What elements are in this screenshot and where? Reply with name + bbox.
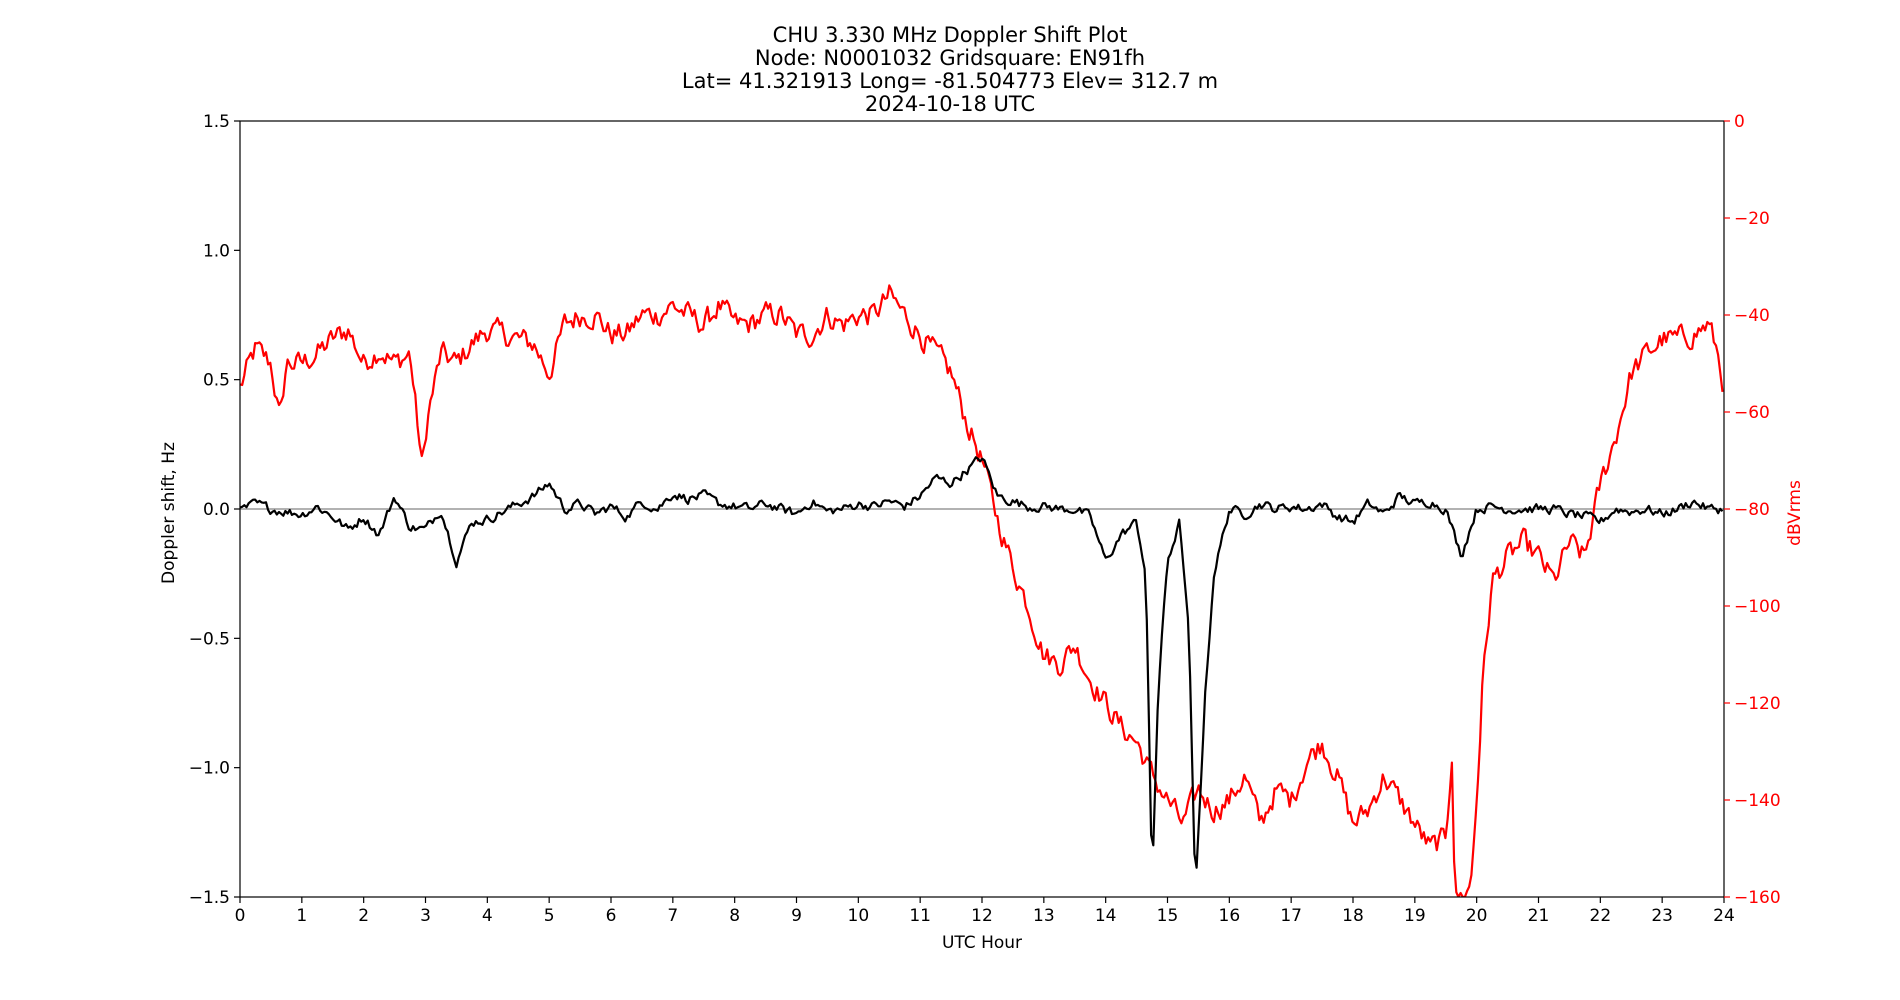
y-right-tick-label: −100 <box>1734 597 1781 617</box>
chart-title-line-3: Lat= 41.321913 Long= -81.504773 Elev= 31… <box>682 69 1218 93</box>
signal-power-series-line <box>240 284 1724 897</box>
axes: 0 1 2 3 4 5 6 7 8 9 10 11 12 13 14 15 16 17 18 19 20 21 22 23 24… <box>189 112 1781 926</box>
y-left-tick-label: −1.5 <box>189 888 230 908</box>
chart-title-line-2: Node: N0001032 Gridsquare: EN91fh <box>755 46 1145 70</box>
x-tick-label: 7 <box>667 906 678 926</box>
x-tick-label: 24 <box>1713 906 1735 926</box>
chart-title: CHU 3.330 MHz Doppler Shift Plot Node: N… <box>682 23 1218 116</box>
x-axis-label: UTC Hour <box>942 933 1022 953</box>
x-tick-label: 18 <box>1342 906 1364 926</box>
x-tick-label: 3 <box>420 906 431 926</box>
x-tick-label: 13 <box>1033 906 1055 926</box>
x-tick-label: 8 <box>729 906 740 926</box>
plot-area <box>240 284 1724 897</box>
y-right-tick-label: −80 <box>1734 500 1770 520</box>
y-right-tick-label: −60 <box>1734 403 1770 423</box>
x-tick-label: 22 <box>1590 906 1612 926</box>
y-left-tick-label: −1.0 <box>189 759 230 779</box>
y-left-tick-label: 1.5 <box>203 112 230 132</box>
chart-title-line-4: 2024-10-18 UTC <box>865 92 1035 116</box>
y-axis-right-label: dBVrms <box>1785 480 1805 546</box>
x-tick-label: 14 <box>1095 906 1117 926</box>
y-left-tick-label: −0.5 <box>189 629 230 649</box>
y-left-tick-label: 0.5 <box>203 371 230 391</box>
y-right-tick-label: 0 <box>1734 112 1745 132</box>
x-tick-label: 10 <box>848 906 870 926</box>
x-tick-label: 1 <box>296 906 307 926</box>
x-tick-label: 0 <box>235 906 246 926</box>
y-axis-left-label: Doppler shift, Hz <box>159 442 179 584</box>
chart-title-line-1: CHU 3.330 MHz Doppler Shift Plot <box>773 23 1128 47</box>
x-tick-label: 11 <box>909 906 931 926</box>
x-tick-label: 20 <box>1466 906 1488 926</box>
x-tick-label: 6 <box>606 906 617 926</box>
x-tick-label: 19 <box>1404 906 1426 926</box>
y-right-tick-label: −120 <box>1734 694 1781 714</box>
x-tick-label: 16 <box>1219 906 1241 926</box>
x-tick-label: 5 <box>544 906 555 926</box>
y-right-tick-label: −40 <box>1734 306 1770 326</box>
y-right-tick-label: −160 <box>1734 888 1781 908</box>
x-tick-label: 21 <box>1528 906 1550 926</box>
y-right-tick-label: −140 <box>1734 791 1781 811</box>
x-tick-label: 23 <box>1651 906 1673 926</box>
x-tick-label: 4 <box>482 906 493 926</box>
y-left-tick-label: 0.0 <box>203 500 230 520</box>
doppler-shift-series-line <box>240 456 1724 869</box>
x-tick-label: 9 <box>791 906 802 926</box>
y-right-tick-label: −20 <box>1734 209 1770 229</box>
x-tick-label: 17 <box>1280 906 1302 926</box>
x-tick-label: 12 <box>971 906 993 926</box>
y-left-tick-label: 1.0 <box>203 241 230 261</box>
x-tick-label: 2 <box>358 906 369 926</box>
x-tick-label: 15 <box>1157 906 1179 926</box>
